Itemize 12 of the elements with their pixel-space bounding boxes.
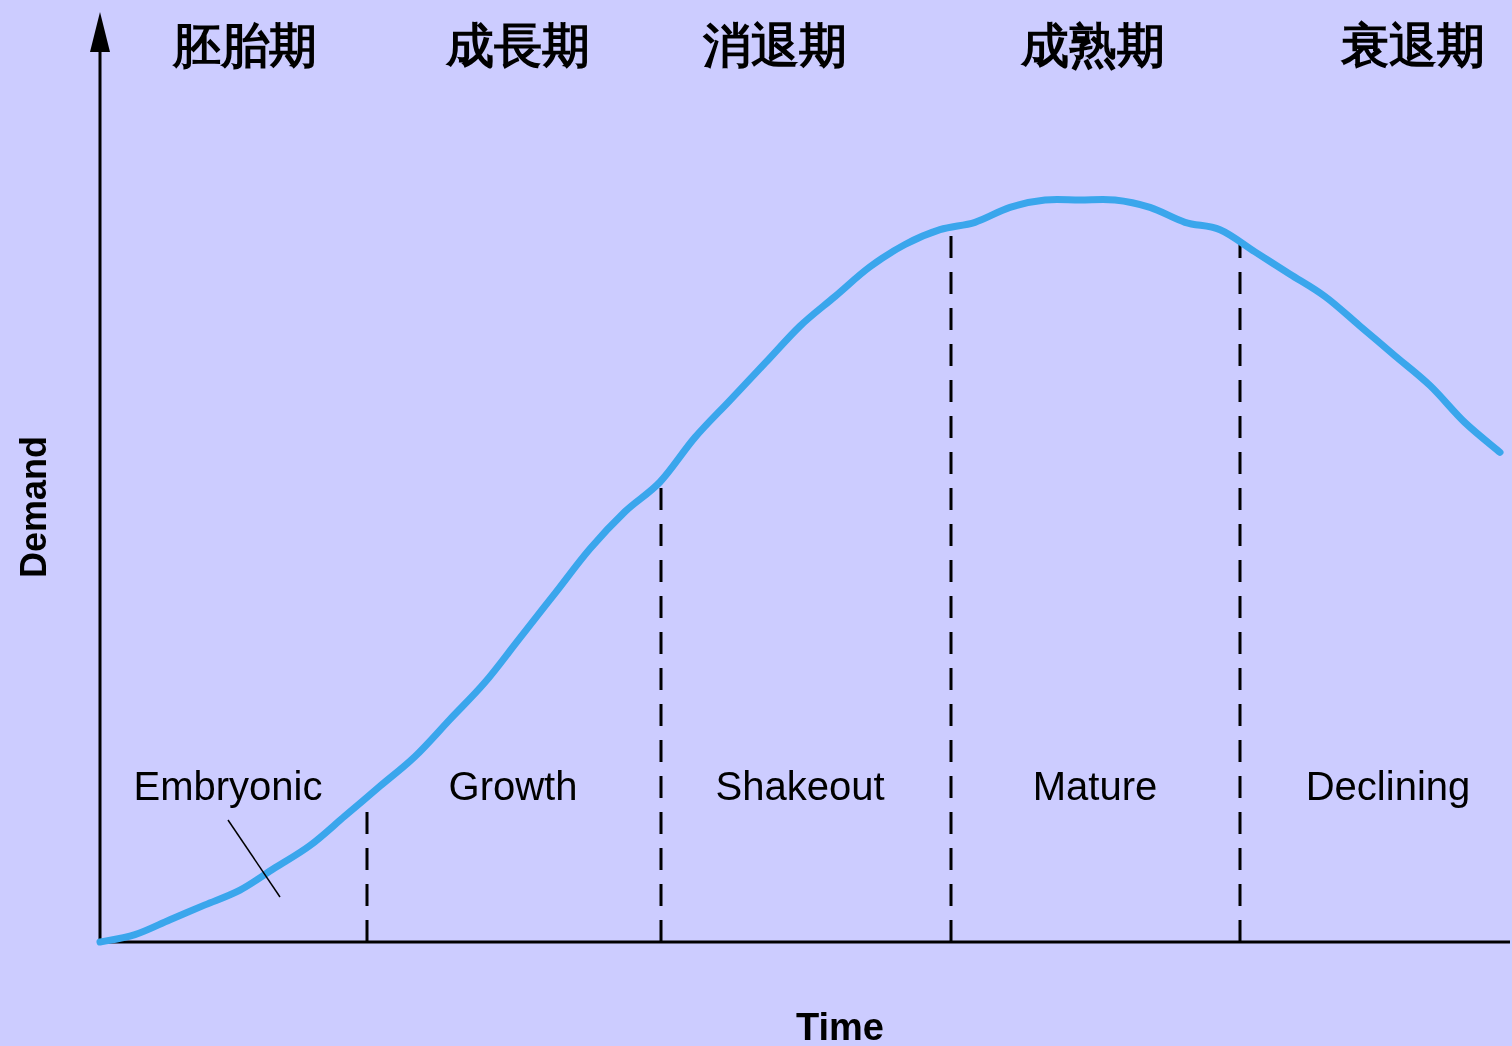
text: 成熟期 [1020, 19, 1165, 72]
annotation: Embryonic [133, 764, 323, 808]
annotation: Shakeout [715, 764, 885, 808]
text: 消退期 [702, 19, 847, 72]
text: 衰退期 [1340, 19, 1485, 72]
annotation: Declining [1305, 764, 1471, 808]
annotation: Mature [1032, 764, 1158, 808]
annotation: Growth [448, 764, 578, 808]
text: 胚胎期 [172, 19, 317, 72]
text: 成長期 [445, 19, 590, 72]
y-axis-title: Demand [13, 435, 54, 579]
x-axis-title: Time [795, 1006, 885, 1046]
